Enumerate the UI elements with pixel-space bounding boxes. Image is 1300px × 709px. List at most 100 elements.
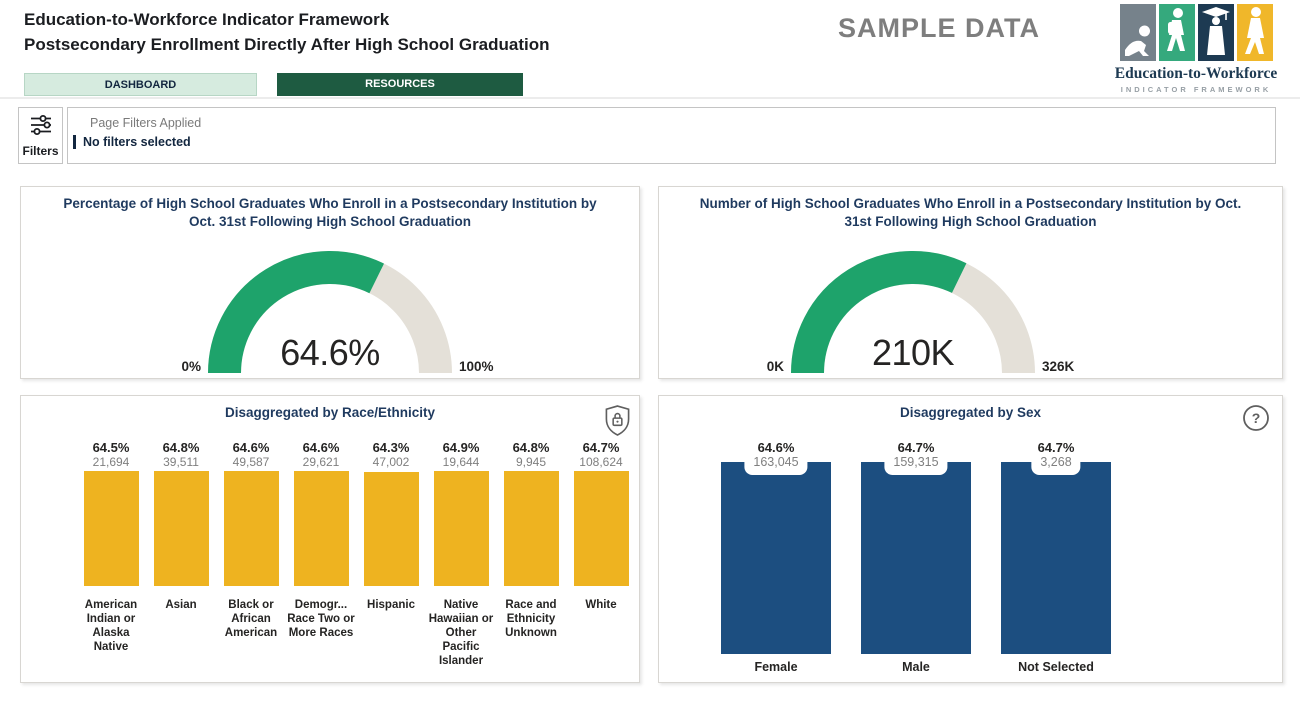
bar-percent-label: 64.7% xyxy=(582,440,620,455)
bar[interactable] xyxy=(433,470,489,586)
bar-category-label: Asian xyxy=(165,599,197,611)
bar-percent-label: 64.6% xyxy=(302,440,340,455)
walking-child-icon xyxy=(1158,4,1195,61)
chart-title: Percentage of High School Graduates Who … xyxy=(63,196,597,229)
chart-title: Disaggregated by Sex xyxy=(899,405,1042,420)
filters-button[interactable]: Filters xyxy=(18,107,63,164)
bar-category-label: White xyxy=(585,599,617,611)
bar-column: 64.7% 159,315 Male xyxy=(846,441,986,674)
gauge-value-label: 210K xyxy=(871,332,954,373)
bar-category-label: Hispanic xyxy=(367,599,415,611)
bar[interactable]: 3,268 xyxy=(1001,452,1111,654)
walking-woman-icon xyxy=(1236,4,1273,61)
bar-percent-label: 64.6% xyxy=(232,440,270,455)
percentage-gauge-chart: 0% 100% 64.6% xyxy=(21,235,639,377)
bar-plot-area xyxy=(83,470,139,586)
bar-percent-label: 64.3% xyxy=(372,440,410,455)
bar[interactable] xyxy=(153,470,209,586)
bar-plot-area xyxy=(573,470,629,586)
bar-count-label: 47,002 xyxy=(372,455,410,469)
bar-plot-area: 163,045 xyxy=(721,453,831,654)
bar-plot-area: 159,315 xyxy=(861,452,971,654)
filters-button-label: Filters xyxy=(22,144,59,158)
gauge-svg: 0K 326K 210K xyxy=(766,251,1075,374)
bar-count-label: 39,511 xyxy=(163,455,199,469)
sample-data-watermark: SAMPLE DATA xyxy=(838,13,1040,43)
bar-category-label: Female xyxy=(754,660,798,674)
bar-column: 64.5% 21,694 American Indian or Alaska N… xyxy=(76,441,146,668)
bar-column: 64.7% 108,624 White xyxy=(566,441,636,668)
bar-category-label: American Indian or Alaska Native xyxy=(84,599,138,653)
svg-text:?: ? xyxy=(1252,410,1261,426)
bar-plot-area xyxy=(503,470,559,586)
bar-category-label: Male xyxy=(902,660,930,674)
bar-plot-area xyxy=(293,470,349,586)
bar-column: 64.8% 9,945 Race and Ethnicity Unknown xyxy=(496,441,566,668)
bar-column: 64.6% 163,045 Female xyxy=(706,441,846,674)
page-filters-panel[interactable]: Page Filters Applied No filters selected xyxy=(67,107,1276,164)
bar-column: 64.8% 39,511 Asian xyxy=(146,441,216,668)
bar-percent-label: 64.9% xyxy=(442,440,480,455)
gauge-value-label: 64.6% xyxy=(280,332,380,373)
bar-column: 64.7% 3,268 Not Selected xyxy=(986,441,1126,674)
bar-category-label: Race and Ethnicity Unknown xyxy=(505,599,557,639)
bar-count-label: 49,587 xyxy=(232,455,270,469)
gauge-min-label: 0K xyxy=(766,359,784,374)
bar-column: 64.9% 19,644 Native Hawaiian or Other Pa… xyxy=(426,441,496,668)
card-percentage-gauge: Percentage of High School Graduates Who … xyxy=(20,186,640,379)
bar-plot-area xyxy=(223,470,279,586)
gauge-max-label: 100% xyxy=(459,359,494,374)
bar-count-label: 19,644 xyxy=(442,455,480,469)
bar-percent-label: 64.8% xyxy=(512,440,550,455)
bar[interactable]: 159,315 xyxy=(861,452,971,654)
tab-dashboard[interactable]: DASHBOARD xyxy=(24,73,257,96)
help-icon[interactable]: ? xyxy=(1242,404,1270,437)
bar-percent-label: 64.7% xyxy=(897,440,935,455)
number-gauge-chart: 0K 326K 210K xyxy=(601,235,1224,377)
bar-column: 64.6% 29,621 Demogr... Race Two or More … xyxy=(286,441,356,668)
page-title-line2: Postsecondary Enrollment Directly After … xyxy=(24,35,550,54)
tab-resources[interactable]: RESOURCES xyxy=(277,73,523,96)
page-title-line1: Education-to-Workforce Indicator Framewo… xyxy=(24,10,390,29)
bar-category-label: Black or African American xyxy=(224,599,278,639)
bar-count-label: 108,624 xyxy=(579,455,623,469)
page-filters-title: Page Filters Applied xyxy=(90,116,202,130)
card-race-ethnicity-bars: Disaggregated by Race/Ethnicity 64.5% 21… xyxy=(20,395,640,683)
bar-column: 64.6% 49,587 Black or African American xyxy=(216,441,286,668)
bar-plot-area xyxy=(153,470,209,586)
bar[interactable] xyxy=(573,470,629,586)
page-filters-status-text: No filters selected xyxy=(83,135,191,149)
bar-category-label: Not Selected xyxy=(1018,660,1094,674)
bar-count-label: 29,621 xyxy=(302,455,340,469)
crawling-baby-icon xyxy=(1119,4,1156,61)
bar-count-label: 163,045 xyxy=(744,453,808,476)
page-filters-status: No filters selected xyxy=(73,135,1275,149)
tab-bar: DASHBOARD RESOURCES xyxy=(0,73,1300,99)
gauge-svg: 0% 100% 64.6% xyxy=(181,251,494,374)
gauge-fill-arc xyxy=(208,251,384,374)
bar[interactable] xyxy=(363,471,419,586)
gauge-fill-arc xyxy=(790,251,966,374)
bar-percent-label: 64.5% xyxy=(92,440,130,455)
logo-brand-name: Education-to-Workforce xyxy=(1114,65,1278,82)
status-accent-bar xyxy=(73,135,76,149)
bar-percent-label: 64.8% xyxy=(162,440,200,455)
race-ethnicity-bar-chart: 64.5% 21,694 American Indian or Alaska N… xyxy=(76,441,636,668)
bar[interactable]: 163,045 xyxy=(721,453,831,654)
bar[interactable] xyxy=(293,471,349,586)
bar-column: 64.3% 47,002 Hispanic xyxy=(356,441,426,668)
e2w-logo: Education-to-Workforce INDICATOR FRAMEWO… xyxy=(1100,4,1292,94)
bar-category-label: Native Hawaiian or Other Pacific Islande… xyxy=(428,599,494,667)
bar-category-label: Demogr... Race Two or More Races xyxy=(287,599,355,639)
bar[interactable] xyxy=(83,471,139,586)
chart-title: Number of High School Graduates Who Enro… xyxy=(699,196,1242,229)
bar-percent-label: 64.6% xyxy=(757,440,795,455)
card-number-gauge: Number of High School Graduates Who Enro… xyxy=(658,186,1283,379)
shield-lock-icon[interactable] xyxy=(604,404,631,442)
gauge-min-label: 0% xyxy=(181,359,201,374)
bar[interactable] xyxy=(223,471,279,586)
gauge-max-label: 326K xyxy=(1042,359,1075,374)
bar[interactable] xyxy=(503,470,559,586)
logo-brand-subtitle: INDICATOR FRAMEWORK xyxy=(1120,85,1272,94)
